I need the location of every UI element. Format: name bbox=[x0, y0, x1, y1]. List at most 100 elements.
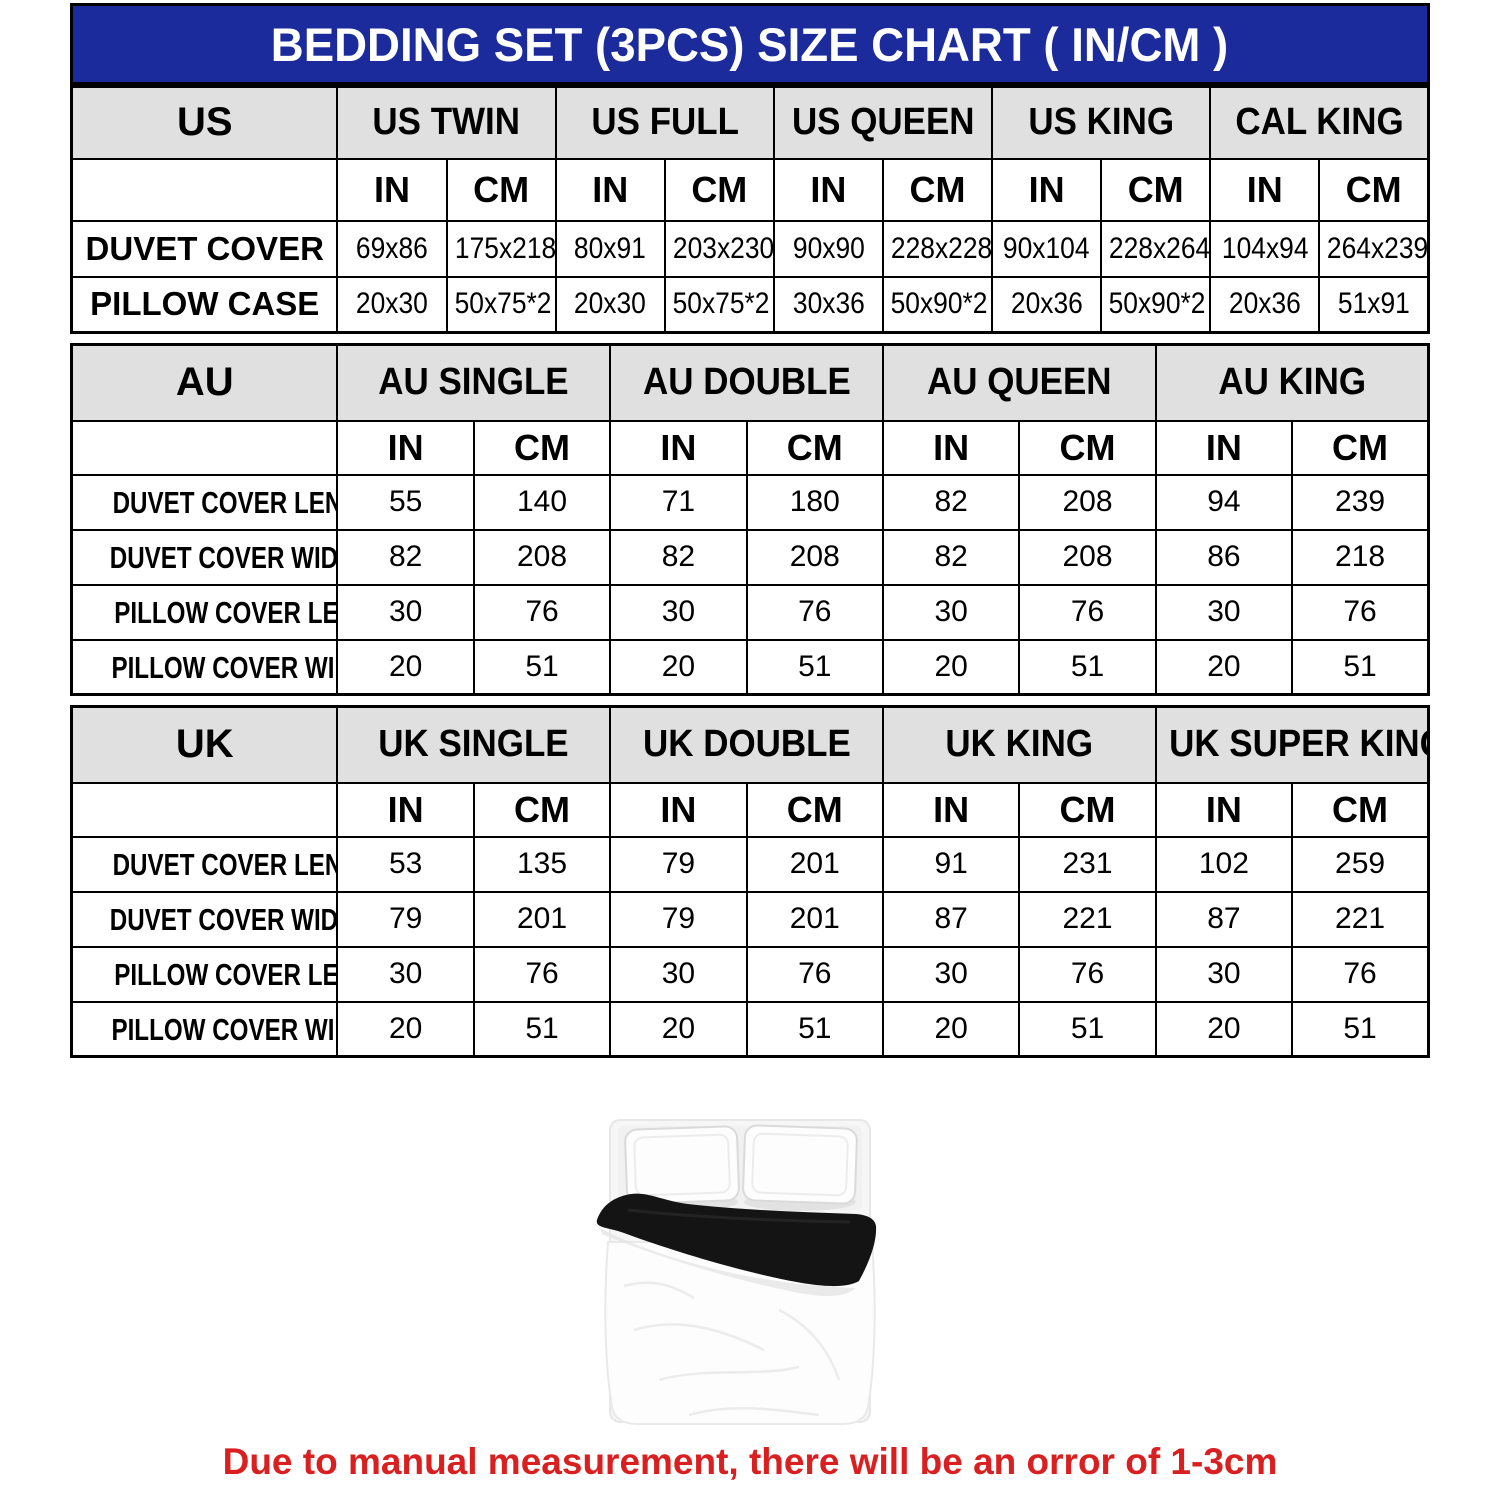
uk-pillow-width-row: PILLOW COVER WIDTH 20 51 20 51 20 51 20 … bbox=[70, 1000, 1430, 1058]
value-cell: 51 bbox=[1291, 1000, 1430, 1058]
unit-header-cell: IN bbox=[336, 419, 475, 476]
value-cell: 30 bbox=[1154, 945, 1294, 1003]
empty-cell bbox=[70, 157, 339, 222]
row-label-cell: DUVET COVER LENGTH bbox=[70, 473, 339, 531]
value-cell: 30 bbox=[336, 945, 475, 1003]
value-cell: 51 bbox=[472, 638, 612, 696]
value-cell: 239 bbox=[1291, 473, 1430, 531]
us-units-row: IN CM IN CM IN CM IN CM IN CM bbox=[70, 157, 1430, 222]
value-cell: 51 bbox=[745, 638, 884, 696]
unit-header-cell: CM bbox=[472, 419, 612, 476]
us-size-table: US US TWIN US FULL US QUEEN US KING CAL … bbox=[70, 85, 1430, 334]
size-header-cell: US FULL bbox=[554, 85, 775, 160]
unit-header-cell: CM bbox=[881, 157, 994, 222]
unit-header-cell: IN bbox=[1154, 419, 1294, 476]
value-cell: 135 bbox=[472, 835, 612, 893]
value-cell: 140 bbox=[472, 473, 612, 531]
value-cell: 180 bbox=[745, 473, 884, 531]
size-header-cell: UK KING bbox=[881, 705, 1157, 784]
value-cell: 102 bbox=[1154, 835, 1294, 893]
unit-header-cell: CM bbox=[1100, 157, 1212, 222]
unit-header-cell: CM bbox=[1018, 781, 1157, 838]
size-header-cell: AU KING bbox=[1154, 343, 1430, 422]
value-cell: 91 bbox=[881, 835, 1021, 893]
value-cell: 20x36 bbox=[991, 275, 1103, 334]
value-cell: 218 bbox=[1291, 528, 1430, 586]
au-size-table: AU AU SINGLE AU DOUBLE AU QUEEN AU KING … bbox=[70, 343, 1430, 696]
value-cell: 203x230 bbox=[663, 219, 775, 278]
unit-header-cell: IN bbox=[772, 157, 884, 222]
unit-header-cell: CM bbox=[472, 781, 612, 838]
duvet-black-fold bbox=[596, 1193, 877, 1287]
value-cell: 208 bbox=[1018, 473, 1157, 531]
pillow-left bbox=[624, 1125, 740, 1205]
value-cell: 76 bbox=[472, 583, 612, 641]
value-cell: 50x75*2 bbox=[445, 275, 557, 334]
unit-header-cell: IN bbox=[881, 781, 1021, 838]
value-cell: 30x36 bbox=[772, 275, 884, 334]
row-label-cell: PILLOW COVER WIDTH bbox=[70, 638, 339, 696]
au-pillow-length-row: PILLOW COVER LENGTH 30 76 30 76 30 76 30… bbox=[70, 583, 1430, 641]
value-cell: 76 bbox=[1291, 945, 1430, 1003]
unit-header-cell: IN bbox=[1209, 157, 1321, 222]
value-cell: 69x86 bbox=[336, 219, 448, 278]
value-cell: 94 bbox=[1154, 473, 1294, 531]
size-header-cell: AU SINGLE bbox=[336, 343, 612, 422]
value-cell: 208 bbox=[472, 528, 612, 586]
value-cell: 79 bbox=[609, 835, 748, 893]
us-header-row: US US TWIN US FULL US QUEEN US KING CAL … bbox=[70, 85, 1430, 160]
us-duvet-cover-row: DUVET COVER 69x86 175x218 80x91 203x230 … bbox=[70, 219, 1430, 278]
unit-header-cell: IN bbox=[991, 157, 1103, 222]
us-pillow-case-row: PILLOW CASE 20x30 50x75*2 20x30 50x75*2 … bbox=[70, 275, 1430, 334]
unit-header-cell: IN bbox=[336, 781, 475, 838]
unit-header-cell: CM bbox=[1318, 157, 1430, 222]
value-cell: 20 bbox=[881, 1000, 1021, 1058]
unit-header-cell: CM bbox=[745, 781, 884, 838]
value-cell: 20x30 bbox=[336, 275, 448, 334]
value-cell: 50x90*2 bbox=[1100, 275, 1212, 334]
region-header-cell: US bbox=[70, 85, 339, 160]
row-label-cell: DUVET COVER bbox=[70, 219, 339, 278]
row-label-cell: PILLOW COVER LENGTH bbox=[70, 583, 339, 641]
empty-cell bbox=[70, 781, 339, 838]
value-cell: 208 bbox=[745, 528, 884, 586]
unit-header-cell: CM bbox=[663, 157, 775, 222]
value-cell: 201 bbox=[745, 835, 884, 893]
value-cell: 51 bbox=[472, 1000, 612, 1058]
size-header-cell: UK SINGLE bbox=[336, 705, 612, 784]
value-cell: 201 bbox=[472, 890, 612, 948]
value-cell: 50x90*2 bbox=[881, 275, 994, 334]
size-header-cell: US KING bbox=[991, 85, 1212, 160]
unit-header-cell: CM bbox=[1291, 419, 1430, 476]
value-cell: 76 bbox=[1018, 945, 1157, 1003]
value-cell: 20 bbox=[1154, 1000, 1294, 1058]
value-cell: 20 bbox=[881, 638, 1021, 696]
value-cell: 30 bbox=[609, 583, 748, 641]
chart-title: BEDDING SET (3PCS) SIZE CHART ( IN/CM ) bbox=[271, 17, 1229, 71]
value-cell: 76 bbox=[1018, 583, 1157, 641]
value-cell: 221 bbox=[1018, 890, 1157, 948]
unit-header-cell: IN bbox=[336, 157, 448, 222]
value-cell: 51 bbox=[1018, 1000, 1157, 1058]
value-cell: 20 bbox=[336, 638, 475, 696]
size-chart-sheet: BEDDING SET (3PCS) SIZE CHART ( IN/CM ) … bbox=[70, 3, 1430, 1058]
au-header-row: AU AU SINGLE AU DOUBLE AU QUEEN AU KING bbox=[70, 343, 1430, 422]
unit-header-cell: CM bbox=[1291, 781, 1430, 838]
row-label-cell: PILLOW COVER WIDTH bbox=[70, 1000, 339, 1058]
uk-duvet-width-row: DUVET COVER WIDTH 79 201 79 201 87 221 8… bbox=[70, 890, 1430, 948]
value-cell: 208 bbox=[1018, 528, 1157, 586]
value-cell: 20 bbox=[336, 1000, 475, 1058]
value-cell: 221 bbox=[1291, 890, 1430, 948]
size-header-cell: AU QUEEN bbox=[881, 343, 1157, 422]
au-units-row: IN CM IN CM IN CM IN CM bbox=[70, 419, 1430, 476]
value-cell: 82 bbox=[336, 528, 475, 586]
value-cell: 51 bbox=[1291, 638, 1430, 696]
unit-header-cell: IN bbox=[609, 419, 748, 476]
value-cell: 30 bbox=[1154, 583, 1294, 641]
size-header-cell: UK SUPER KING bbox=[1154, 705, 1430, 784]
value-cell: 50x75*2 bbox=[663, 275, 775, 334]
value-cell: 264x239 bbox=[1318, 219, 1430, 278]
pillow-right bbox=[742, 1124, 858, 1205]
uk-pillow-length-row: PILLOW COVER LENGTH 30 76 30 76 30 76 30… bbox=[70, 945, 1430, 1003]
value-cell: 90x104 bbox=[991, 219, 1103, 278]
